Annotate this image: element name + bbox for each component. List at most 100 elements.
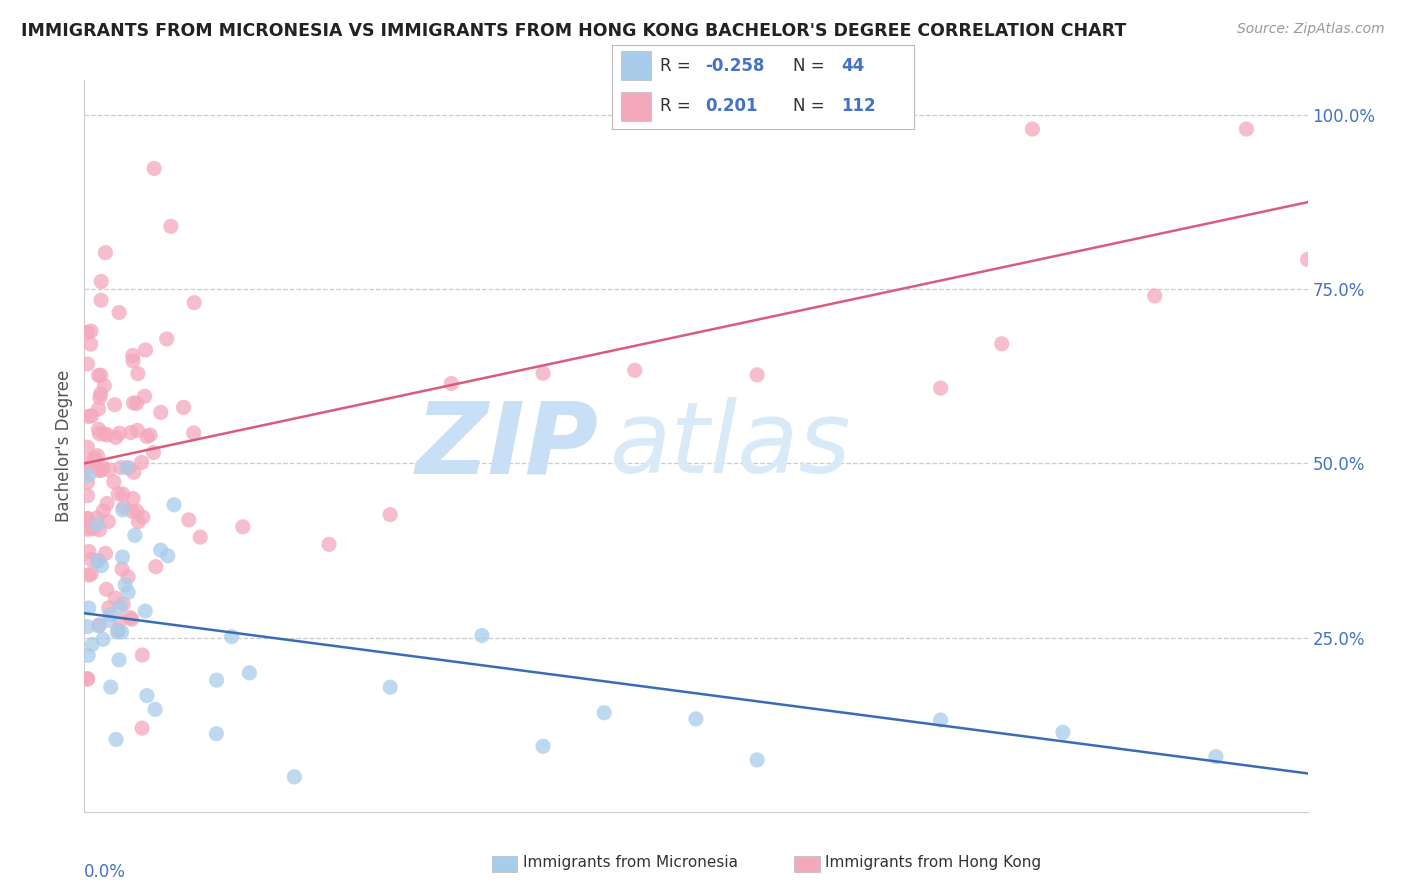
- Point: [104, 591, 127, 605]
- Point: [83, 450, 105, 465]
- Point: [86, 449, 108, 463]
- Text: ZIP: ZIP: [415, 398, 598, 494]
- Point: [103, 475, 125, 489]
- Point: [86, 511, 108, 525]
- Point: [108, 653, 131, 667]
- Point: [142, 445, 165, 459]
- Point: [108, 426, 131, 441]
- Point: [107, 486, 129, 500]
- Point: [156, 549, 179, 563]
- Point: [79, 337, 101, 351]
- Point: [132, 510, 155, 524]
- Point: [205, 727, 228, 741]
- Point: [89, 391, 111, 405]
- Point: [149, 543, 172, 558]
- Point: [117, 585, 139, 599]
- Point: [205, 673, 228, 687]
- Point: [929, 381, 952, 395]
- Point: [685, 712, 707, 726]
- Y-axis label: Bachelor's Degree: Bachelor's Degree: [55, 370, 73, 522]
- Point: [100, 680, 122, 694]
- Point: [121, 348, 143, 362]
- Point: [120, 610, 142, 624]
- Point: [127, 515, 149, 529]
- Point: [80, 324, 103, 338]
- Point: [87, 422, 110, 436]
- Point: [111, 549, 134, 564]
- Point: [624, 363, 647, 377]
- Point: [380, 508, 402, 522]
- Point: [134, 389, 156, 403]
- Point: [93, 427, 115, 442]
- Point: [76, 326, 98, 340]
- Point: [221, 630, 243, 644]
- Point: [76, 511, 98, 525]
- Point: [89, 617, 111, 632]
- Point: [112, 500, 135, 515]
- Point: [76, 475, 98, 490]
- Point: [136, 429, 159, 443]
- Point: [107, 625, 129, 640]
- Point: [122, 465, 145, 479]
- Point: [108, 614, 131, 628]
- Point: [1236, 122, 1258, 136]
- Point: [80, 552, 103, 566]
- Point: [183, 425, 205, 440]
- Point: [96, 428, 118, 442]
- Point: [82, 638, 104, 652]
- Text: Immigrants from Micronesia: Immigrants from Micronesia: [523, 855, 738, 870]
- Point: [110, 624, 132, 639]
- Text: R =: R =: [659, 97, 696, 115]
- Point: [97, 463, 120, 477]
- Point: [318, 537, 340, 551]
- Point: [118, 461, 141, 475]
- Point: [238, 665, 260, 680]
- Point: [97, 600, 120, 615]
- Point: [107, 624, 129, 638]
- Point: [77, 544, 100, 558]
- Point: [929, 713, 952, 727]
- Point: [131, 721, 153, 735]
- Point: [104, 398, 127, 412]
- Point: [111, 562, 134, 576]
- Point: [145, 559, 167, 574]
- Point: [991, 336, 1014, 351]
- Point: [87, 619, 110, 633]
- Point: [87, 401, 110, 416]
- Point: [122, 396, 145, 410]
- Point: [115, 460, 138, 475]
- Point: [108, 305, 131, 319]
- Point: [593, 706, 616, 720]
- Point: [232, 520, 254, 534]
- Point: [121, 612, 143, 626]
- Point: [90, 463, 112, 477]
- Point: [91, 632, 114, 647]
- Point: [1143, 289, 1166, 303]
- Point: [76, 489, 98, 503]
- Point: [98, 614, 121, 628]
- Bar: [620, 52, 651, 80]
- Point: [122, 491, 145, 506]
- Point: [143, 161, 166, 176]
- Point: [89, 463, 111, 477]
- Point: [112, 597, 135, 611]
- Point: [91, 504, 114, 518]
- Point: [98, 607, 121, 622]
- Point: [531, 366, 554, 380]
- Point: [94, 546, 117, 560]
- Text: Immigrants from Hong Kong: Immigrants from Hong Kong: [825, 855, 1042, 870]
- Point: [76, 357, 98, 371]
- Point: [1205, 749, 1227, 764]
- Point: [143, 702, 166, 716]
- Point: [77, 648, 100, 663]
- Point: [173, 401, 195, 415]
- Point: [104, 430, 127, 444]
- Point: [125, 396, 148, 410]
- Bar: [620, 92, 651, 120]
- Point: [82, 522, 104, 536]
- Point: [90, 293, 112, 308]
- Point: [97, 515, 120, 529]
- Point: [91, 460, 114, 475]
- Point: [89, 523, 111, 537]
- Point: [183, 295, 205, 310]
